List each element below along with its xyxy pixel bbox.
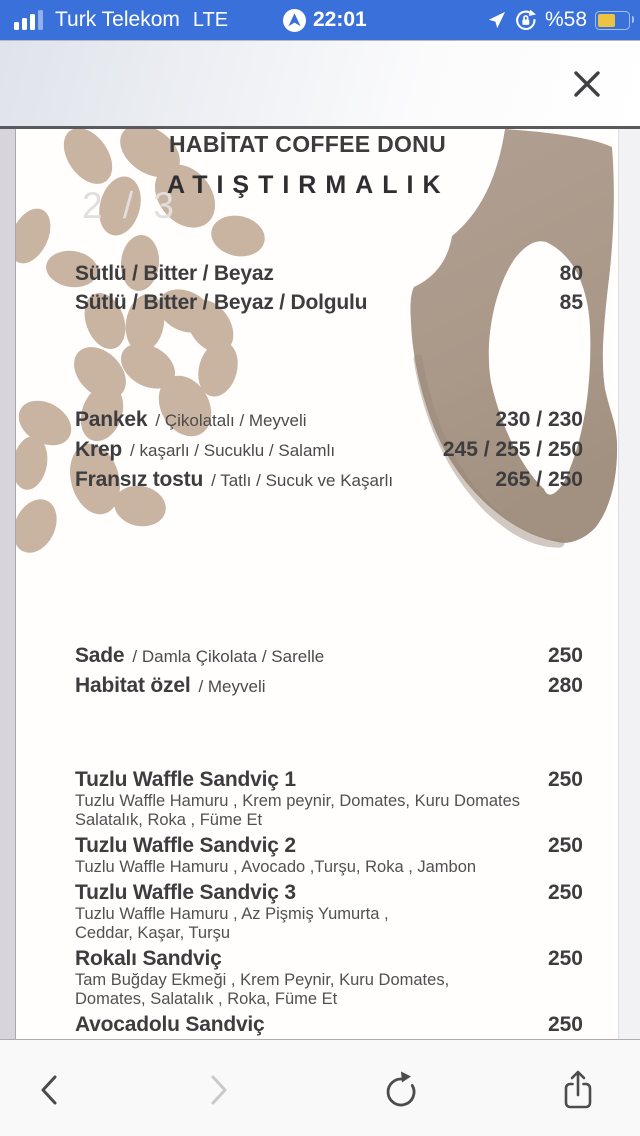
status-bar-left: Turk Telekom LTE — [14, 0, 228, 40]
clock: 22:01 — [313, 8, 367, 31]
menu-row: Sütlü / Bitter / Beyaz / Dolgulu 85 — [75, 291, 583, 320]
battery-fill-level — [598, 13, 615, 27]
item-name: Habitat özel — [75, 674, 191, 697]
item-name: Pankek — [75, 408, 148, 431]
menu-row: Pankek / Çikolatalı / Meyveli 230 / 230 — [75, 408, 583, 438]
item-ingredients: Ceddar, Kaşar, Turşu — [75, 924, 231, 942]
donut-illustration — [410, 129, 618, 548]
close-button[interactable] — [570, 67, 604, 101]
item-name: Rokalı Sandviç — [75, 947, 222, 970]
menu-row: Sade / Damla Çikolata / Sarelle 250 — [75, 644, 583, 674]
item-name: Tuzlu Waffle Sandviç 2 — [75, 834, 296, 857]
content-top-divider — [0, 126, 640, 129]
item-price: 230 / 230 — [495, 408, 583, 431]
share-button[interactable] — [552, 1064, 604, 1116]
back-button[interactable] — [24, 1064, 76, 1116]
menu-row: Fransız tostu / Tatlı / Sucuk ve Kaşarlı… — [75, 468, 583, 498]
item-price: 280 — [547, 674, 583, 697]
battery-percent: %58 — [544, 8, 587, 31]
item-price: 250 — [547, 947, 583, 970]
share-icon — [564, 1070, 592, 1109]
page-indicator-watermark: 2 / 3 — [82, 185, 179, 226]
item-price: 250 — [547, 768, 583, 791]
item-ingredients: Tuzlu Waffle Hamuru , Krem peynir, Domat… — [75, 792, 521, 810]
item-variants: / Tatlı / Sucuk ve Kaşarlı — [211, 471, 394, 490]
close-icon — [574, 71, 600, 97]
item-price: 80 — [559, 262, 583, 285]
menu-image-view[interactable]: 2 / 3 HABİTAT COFFEE DONU ATIŞTIRMALIK S… — [16, 129, 618, 1039]
item-price: 250 — [547, 881, 583, 904]
menu-item: Avocadolu Sandviç 250 — [75, 1013, 583, 1037]
coffee-beans-decoration — [16, 129, 265, 553]
status-bar-right: %58 — [488, 0, 634, 40]
chevron-left-icon — [41, 1075, 57, 1105]
reload-button[interactable] — [374, 1064, 426, 1116]
item-name: Tuzlu Waffle Sandviç 1 — [75, 768, 296, 791]
network-type-label: LTE — [192, 8, 229, 31]
item-name: Tuzlu Waffle Sandviç 3 — [75, 881, 296, 904]
page-gutter-right — [618, 129, 640, 1039]
status-bar-center: 22:01 — [283, 0, 367, 40]
carrier-label: Turk Telekom — [55, 8, 180, 31]
item-price: 250 — [547, 834, 583, 857]
menu-item: Tuzlu Waffle Sandviç 1 250 Tuzlu Waffle … — [75, 768, 583, 830]
menu-group-sandwiches: Tuzlu Waffle Sandviç 1 250 Tuzlu Waffle … — [75, 768, 583, 1039]
section-title: ATIŞTIRMALIK — [167, 171, 450, 199]
item-name: Sütlü / Bitter / Beyaz / Dolgulu — [75, 291, 368, 314]
menu-row: Sütlü / Bitter / Beyaz 80 — [75, 262, 583, 291]
item-price: 245 / 255 / 250 — [442, 438, 583, 461]
item-price: 85 — [559, 291, 583, 314]
battery-icon — [595, 10, 634, 30]
menu-group-waffles: Sade / Damla Çikolata / Sarelle 250 Habi… — [75, 644, 583, 704]
item-name: Sade — [75, 644, 125, 667]
menu-row: Habitat özel / Meyveli 280 — [75, 674, 583, 704]
menu-item: Tuzlu Waffle Sandviç 3 250 Tuzlu Waffle … — [75, 881, 583, 943]
page-gutter-left — [0, 129, 16, 1039]
browser-header — [0, 40, 640, 127]
menu-row: Krep / kaşarlı / Sucuklu / Salamlı 245 /… — [75, 438, 583, 468]
orientation-lock-icon — [516, 9, 536, 30]
reload-icon — [386, 1071, 416, 1107]
item-variants: / kaşarlı / Sucuklu / Salamlı — [130, 441, 336, 460]
item-price: 250 — [547, 644, 583, 667]
brand-title: HABİTAT COFFEE DONU — [169, 131, 446, 157]
item-variants: / Çikolatalı / Meyveli — [155, 411, 307, 430]
forward-button-disabled — [192, 1064, 244, 1116]
cellular-signal-icon — [14, 10, 43, 30]
item-ingredients: Domates, Salatalık , Roka, Füme Et — [75, 990, 338, 1008]
battery-nub — [631, 16, 634, 23]
item-variants: / Meyveli — [198, 677, 266, 696]
item-price: 250 — [547, 1013, 583, 1036]
location-arrow-icon — [488, 11, 506, 29]
item-ingredients: Tuzlu Waffle Hamuru , Avocado ,Turşu, Ro… — [75, 858, 477, 876]
browser-toolbar — [0, 1039, 640, 1136]
menu-item: Tuzlu Waffle Sandviç 2 250 Tuzlu Waffle … — [75, 834, 583, 877]
menu-group-pancakes: Pankek / Çikolatalı / Meyveli 230 / 230 … — [75, 408, 583, 498]
navigation-active-icon — [283, 8, 306, 32]
item-name: Krep — [75, 438, 123, 461]
item-ingredients: Tam Buğday Ekmeği , Krem Peynir, Kuru Do… — [75, 971, 450, 989]
item-name: Sütlü / Bitter / Beyaz — [75, 262, 274, 285]
item-ingredients: Salatalık, Roka , Füme Et — [75, 811, 263, 829]
status-bar: Turk Telekom LTE 22:01 %58 — [0, 0, 640, 40]
menu-item: Rokalı Sandviç 250 Tam Buğday Ekmeği , K… — [75, 947, 583, 1009]
item-variants: / Damla Çikolata / Sarelle — [132, 647, 325, 666]
chevron-right-icon — [211, 1075, 227, 1105]
item-name: Fransız tostu — [75, 468, 204, 491]
menu-group-chocolate: Sütlü / Bitter / Beyaz 80 Sütlü / Bitter… — [75, 262, 583, 320]
item-ingredients: Tuzlu Waffle Hamuru , Az Pişmiş Yumurta … — [75, 905, 389, 923]
item-name: Avocadolu Sandviç — [75, 1013, 265, 1036]
menu-decoration — [16, 129, 618, 553]
item-price: 265 / 250 — [495, 468, 583, 491]
